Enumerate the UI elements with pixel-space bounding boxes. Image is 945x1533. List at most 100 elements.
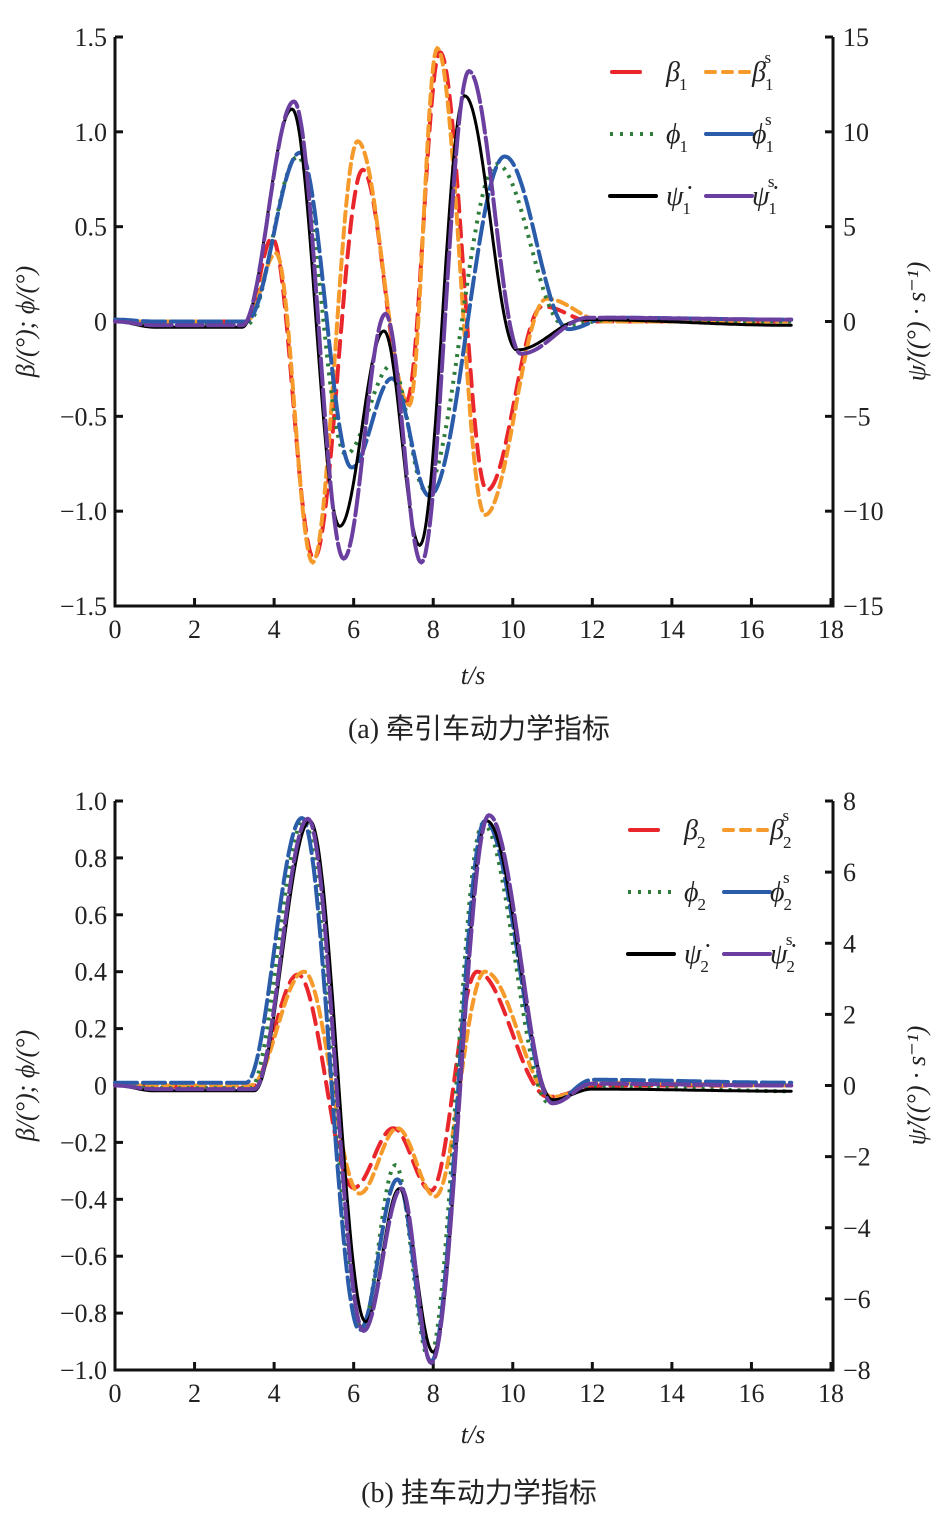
series-line-ψ̇1s (113, 68, 794, 565)
x-tick-label: 16 (738, 1379, 764, 1408)
x-tick-label: 2 (188, 1379, 201, 1408)
panel-caption: (a) 牵引车动力学指标 (348, 713, 610, 745)
legend-subscript: 1 (768, 199, 777, 218)
legend-subscript: 1 (765, 75, 774, 94)
legend-subscript: 2 (698, 895, 707, 914)
y-left-tick-label: 0.6 (75, 901, 108, 930)
legend-superscript: s (783, 868, 790, 887)
legend-label: ψ̇1 (666, 181, 691, 218)
y-left-tick-label: 0.2 (75, 1015, 108, 1044)
y-right-tick-label: 10 (843, 118, 869, 147)
legend-subscript: 1 (679, 75, 688, 94)
legend-symbol: ϕ (752, 119, 767, 150)
y-right-tick-label: 6 (843, 858, 856, 887)
x-tick-label: 14 (659, 1379, 685, 1408)
series-line-β1 (113, 49, 794, 561)
legend-symbol: ϕ (770, 877, 785, 908)
y-right-axis-label: ψ̇/((°) · s⁻¹) (902, 1026, 931, 1146)
chart-panel-a: 0 2 4 6 8 10 12 14 16 181.51.00.50−0.5−1.0−1.5151… (11, 23, 931, 745)
y-left-axis-label: β/(°); ϕ/(°) (11, 1030, 40, 1142)
x-tick-label: 10 (500, 1379, 526, 1408)
x-tick-label: 18 (818, 1379, 844, 1408)
y-right-tick-label: −5 (843, 402, 871, 431)
legend-symbol: β (751, 57, 766, 88)
x-tick-label: 12 (579, 615, 605, 644)
y-left-tick-label: −0.8 (60, 1299, 107, 1328)
y-left-tick-label: 0.8 (75, 844, 108, 873)
legend-label: ϕ2 s (770, 868, 792, 914)
y-left-tick-label: 1.5 (75, 23, 108, 52)
y-right-axis-label: ψ̇/((°) · s⁻¹) (902, 262, 931, 382)
y-right-tick-label: 2 (843, 1000, 856, 1029)
y-left-tick-label: −0.2 (60, 1128, 107, 1157)
x-tick-label: 6 (347, 615, 360, 644)
chart-panel-b: 0 2 4 6 8 10 12 14 16 18 1.0 0.8 0.6 0.4 0.2 0 −0.2 −0.4 −… (11, 787, 931, 1509)
x-tick-label: 16 (738, 615, 764, 644)
y-left-tick-label: −0.6 (60, 1242, 107, 1271)
y-right-tick-label: −4 (843, 1214, 871, 1243)
y-left-tick-label: 0.5 (75, 213, 108, 242)
y-left-tick-label: 0.4 (75, 958, 108, 987)
x-axis-label: t/s (461, 1420, 486, 1449)
panel-caption: (b) 挂车动力学指标 (361, 1477, 597, 1509)
x-tick-label: 6 (347, 1379, 360, 1408)
y-right-tick-label: 0 (843, 1072, 856, 1101)
legend-label: ψ̇1s (752, 172, 777, 218)
y-right-tick-label: 15 (843, 23, 869, 52)
y-left-tick-label: −0.5 (60, 402, 107, 431)
legend-subscript: 2 (700, 957, 709, 976)
x-tick-label: 10 (500, 615, 526, 644)
legend-label: ϕ1 (666, 119, 688, 156)
x-axis-label: t/s (461, 661, 486, 690)
legend-subscript: 2 (697, 833, 706, 852)
legend-label: β1 (665, 57, 687, 94)
y-right-tick-label: 5 (843, 213, 856, 242)
y-left-tick-label: 0 (94, 308, 107, 337)
x-tick-label: 0 (109, 1379, 122, 1408)
x-tick-label: 4 (268, 1379, 281, 1408)
y-right-tick-label: 8 (843, 787, 856, 816)
x-tick-label: 12 (579, 1379, 605, 1408)
y-left-axis-label: β/(°); ϕ/(°) (11, 266, 40, 378)
legend-subscript: 1 (682, 199, 691, 218)
legend-label: β1 s (751, 48, 773, 94)
legend-superscript: s (764, 48, 771, 67)
legend-label: β2 (683, 815, 705, 852)
legend-subscript: 2 (784, 895, 793, 914)
y-right-tick-label: −2 (843, 1143, 871, 1172)
legend-symbol: ϕ (666, 119, 681, 150)
y-right-tick-label: −10 (843, 497, 884, 526)
legend-label: ϕ2 (684, 877, 706, 914)
legend-symbol: ϕ (684, 877, 699, 908)
x-tick-label: 8 (427, 615, 440, 644)
y-left-tick-label: 0 (94, 1072, 107, 1101)
legend-superscript: s (768, 172, 775, 191)
legend-label: ψ̇2s (770, 930, 795, 976)
y-right-tick-label: −8 (843, 1356, 871, 1385)
legend-label: ψ̇2 (684, 939, 709, 976)
legend-symbol: β (683, 815, 698, 846)
y-left-tick-label: 1.0 (75, 118, 108, 147)
x-tick-label: 8 (427, 1379, 440, 1408)
legend-superscript: s (765, 110, 772, 129)
legend-superscript: s (782, 806, 789, 825)
legend-subscript: 1 (766, 137, 775, 156)
y-left-tick-label: 1.0 (75, 787, 108, 816)
series-line-ψ̇2s (113, 813, 794, 1366)
y-left-tick-label: −0.4 (60, 1185, 107, 1214)
x-tick-label: 14 (659, 615, 685, 644)
y-left-tick-label: −1.5 (60, 592, 107, 621)
x-tick-label: 18 (818, 615, 844, 644)
y-right-tick-label: 0 (843, 308, 856, 337)
legend-symbol: β (769, 815, 784, 846)
y-left-tick-label: −1.0 (60, 497, 107, 526)
legend-subscript: 2 (786, 957, 795, 976)
y-right-tick-label: −6 (843, 1285, 871, 1314)
x-tick-label: 2 (188, 615, 201, 644)
legend-subscript: 1 (680, 137, 689, 156)
y-right-tick-label: 4 (843, 929, 856, 958)
legend-symbol: β (665, 57, 680, 88)
